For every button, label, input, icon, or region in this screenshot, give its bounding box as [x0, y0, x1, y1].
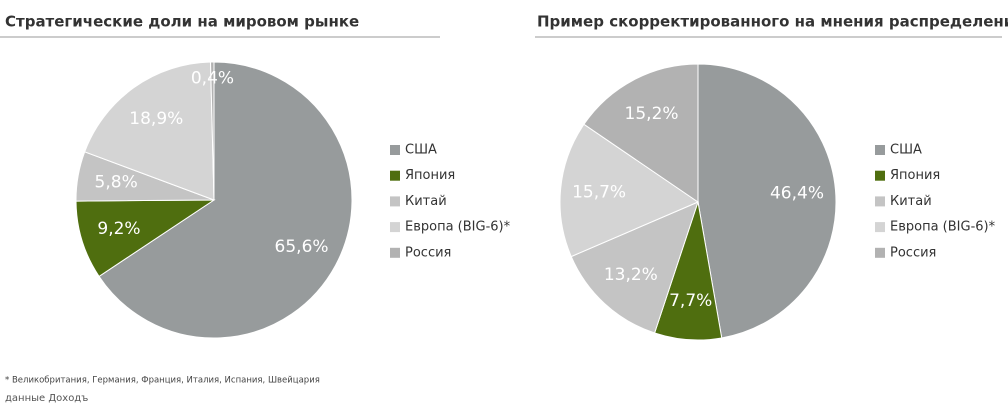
legend-swatch — [875, 222, 885, 233]
legend-swatch — [390, 247, 400, 258]
value-label: 7,7% — [669, 291, 712, 311]
pie-slice — [210, 61, 215, 201]
legend-label: Китай — [890, 194, 932, 209]
legend-swatch — [390, 196, 400, 207]
legend-swatch — [875, 145, 885, 155]
value-label: 18,9% — [129, 109, 183, 129]
legend-label: Европа (BIG-6)* — [405, 220, 511, 235]
pie-slice — [697, 63, 837, 339]
legend-label: Япония — [890, 168, 940, 183]
pie-slice — [583, 63, 699, 203]
pie-slice — [559, 123, 700, 258]
legend-label: Россия — [890, 245, 936, 260]
source-note: данные Доходъ — [5, 393, 88, 404]
legend-swatch — [390, 145, 400, 155]
value-label: 5,8% — [95, 173, 138, 193]
pie-slice — [98, 61, 353, 339]
legend-swatch — [875, 170, 885, 181]
value-label: 15,7% — [572, 182, 626, 202]
value-label: 46,4% — [770, 183, 824, 203]
legend-label: Китай — [405, 194, 447, 209]
legend-swatch — [390, 170, 400, 181]
legend-label: Япония — [405, 168, 455, 183]
legend-swatch — [390, 222, 400, 233]
legend-label: Европа (BIG-6)* — [890, 220, 996, 235]
value-label: 65,6% — [275, 237, 329, 257]
pie-slice — [75, 199, 216, 278]
chart-title: Стратегические доли на мировом рынке — [5, 13, 359, 31]
legend-label: Россия — [405, 245, 451, 260]
legend-swatch — [875, 247, 885, 258]
pie-slice — [84, 61, 215, 201]
legend-label: США — [405, 143, 437, 158]
legend-swatch — [875, 196, 885, 207]
value-label: 9,2% — [97, 219, 140, 239]
value-label: 13,2% — [604, 265, 658, 285]
footnote: * Великобритания, Германия, Франция, Ита… — [5, 376, 320, 386]
chart-title: Пример скорректированного на мнения расп… — [537, 13, 1008, 31]
value-label: 15,2% — [625, 104, 679, 124]
pie-slice — [570, 201, 699, 334]
value-label: 0,4% — [191, 69, 234, 89]
legend-label: США — [890, 143, 922, 158]
